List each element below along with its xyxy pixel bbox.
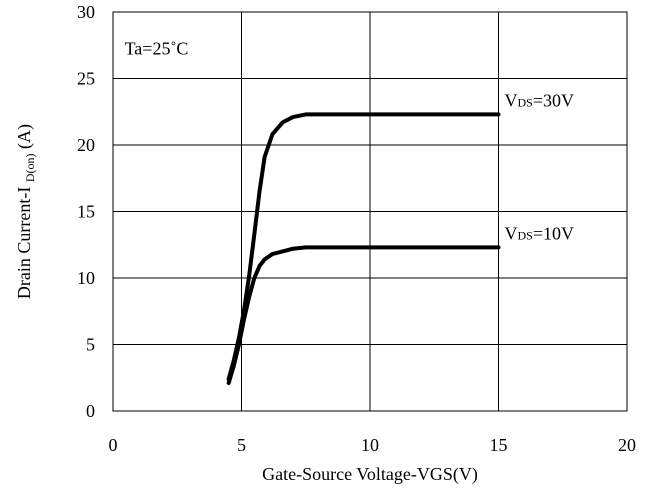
x-tick-label: 10 — [361, 435, 379, 455]
tick-label-layer: 0 5 10 15 20 0 5 10 15 20 25 30 — [77, 2, 636, 455]
y-tick-label: 15 — [77, 202, 95, 222]
y-tick-label: 25 — [77, 69, 95, 89]
series-label-suffix: =30V — [533, 90, 574, 110]
series-label-suffix: =10V — [533, 223, 574, 243]
x-tick-label: 0 — [109, 435, 118, 455]
series-label-main: V — [505, 90, 518, 110]
series-label-main: V — [505, 223, 518, 243]
series-label-vds-10v: VDS=10V — [505, 223, 575, 243]
x-axis-label: Gate-Source Voltage-VGS(V) — [262, 464, 478, 485]
y-tick-label: 10 — [77, 268, 95, 288]
series-label-vds-30v: VDS=30V — [505, 90, 575, 110]
series-label-subscript: DS — [518, 228, 533, 242]
y-axis-label: Drain Current-I D(on) (A) — [14, 124, 38, 299]
y-tick-label: 0 — [86, 401, 95, 421]
grid-layer — [113, 12, 627, 411]
y-tick-label: 30 — [77, 2, 95, 22]
series-line-vds-10v — [226, 245, 501, 386]
y-axis-label-main: Drain Current-I — [14, 187, 34, 299]
y-tick-label: 20 — [77, 135, 95, 155]
y-tick-label: 5 — [86, 335, 95, 355]
y-axis-label-subscript: D(on) — [23, 153, 37, 182]
y-axis-label-suffix: (A) — [14, 124, 35, 149]
x-tick-label: 20 — [618, 435, 636, 455]
x-tick-label: 5 — [237, 435, 246, 455]
x-tick-label: 15 — [490, 435, 508, 455]
plot-frame — [112, 11, 628, 412]
series-label-subscript: DS — [518, 95, 533, 109]
temperature-annotation: Ta=25˚C — [125, 39, 189, 59]
label-layer: Gate-Source Voltage-VGS(V) Drain Current… — [14, 39, 478, 485]
